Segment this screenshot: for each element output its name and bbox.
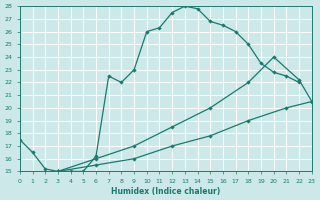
X-axis label: Humidex (Indice chaleur): Humidex (Indice chaleur) — [111, 187, 220, 196]
